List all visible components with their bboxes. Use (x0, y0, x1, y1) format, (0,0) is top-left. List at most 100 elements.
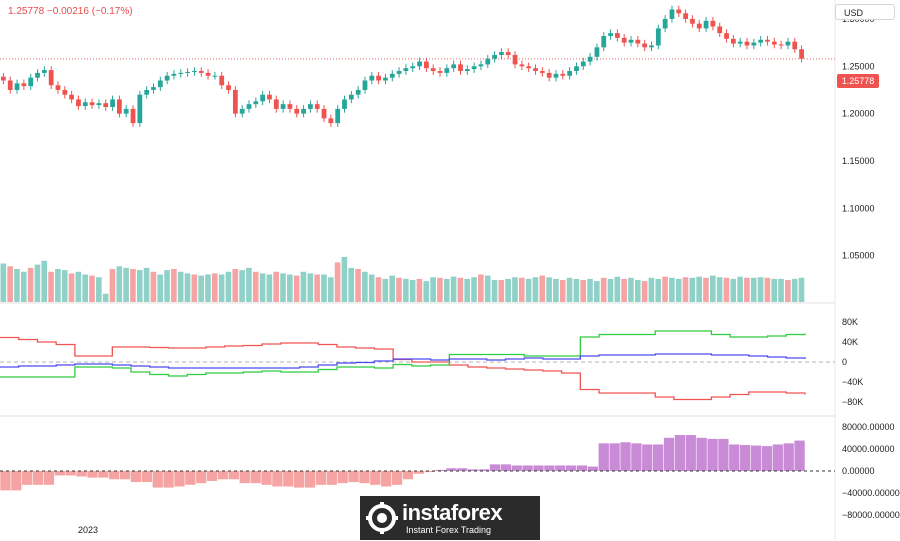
candle (273, 95, 279, 113)
candle (635, 35, 641, 48)
histogram-bar (239, 471, 250, 484)
candle (348, 90, 354, 104)
volume-bar (109, 269, 116, 302)
volume-bar (184, 273, 191, 302)
histogram-bar (772, 444, 783, 471)
logo-name: instaforex (402, 500, 503, 525)
candle (737, 37, 743, 48)
volume-bar (587, 278, 593, 302)
volume-bar (334, 262, 341, 302)
candle (505, 48, 511, 59)
candle (294, 105, 300, 118)
histogram-bar (587, 466, 599, 471)
histogram-bar (674, 435, 686, 471)
candle (314, 100, 320, 113)
price-tick-label: 1.15000 (842, 156, 875, 166)
histogram-bar (163, 471, 174, 488)
histogram-bar (631, 443, 642, 471)
currency-button[interactable]: USD (835, 4, 895, 20)
candle (662, 15, 668, 33)
volume-bar (716, 277, 723, 302)
histogram-bar (718, 438, 729, 471)
candle (342, 95, 347, 113)
candle (710, 17, 716, 31)
x-axis-label: 2023 (78, 525, 98, 535)
price-header: 1.25778 −0.00216 (−0.17%) (8, 6, 133, 17)
positions-tick-label: −40K (842, 377, 863, 387)
histogram-bar (283, 471, 294, 487)
candle (55, 81, 61, 94)
histogram-bar (446, 468, 457, 471)
candle (676, 5, 682, 18)
candle (355, 86, 361, 99)
candle (546, 69, 552, 82)
candle (62, 86, 68, 99)
histogram-bar (119, 471, 131, 480)
candle (110, 95, 115, 111)
candle (376, 71, 382, 85)
volume-bar (307, 273, 314, 302)
volume-bar (273, 271, 280, 302)
histogram-bar (370, 471, 381, 485)
volume-bar (362, 271, 368, 302)
candle (157, 76, 163, 91)
histogram-bar (0, 471, 11, 491)
positions-tick-label: −80K (842, 397, 863, 407)
volume-bar (553, 278, 559, 302)
volume-bar (430, 277, 436, 302)
price-tick-label: 1.20000 (842, 109, 875, 119)
candle (123, 105, 129, 118)
volume-bar (102, 293, 109, 302)
histogram-bar (196, 471, 207, 484)
volume-bar (764, 277, 771, 302)
candle (628, 35, 634, 47)
candle (171, 70, 177, 80)
volume-bar (82, 274, 88, 302)
price-tick-label: 1.25000 (842, 61, 875, 71)
volume-bar (314, 274, 320, 302)
histogram-bar (11, 471, 22, 491)
histogram-bar (500, 464, 511, 471)
candle (28, 73, 34, 90)
candle (499, 48, 504, 59)
volume-bar (280, 273, 286, 302)
candle (76, 95, 81, 110)
candle (130, 105, 136, 127)
histogram-bar (620, 442, 631, 471)
volume-bar (246, 267, 252, 302)
candle (608, 29, 613, 40)
volume-bar (55, 269, 61, 302)
candle (696, 19, 702, 33)
volume-bar (89, 275, 95, 302)
histogram-bar (413, 471, 424, 474)
candle (103, 99, 109, 111)
candle (615, 29, 620, 42)
candle (383, 73, 388, 85)
histogram-bar (32, 471, 44, 485)
volume-bar (614, 276, 621, 302)
candle (35, 69, 40, 82)
histogram-bar (729, 444, 740, 471)
volume-bar (68, 273, 75, 302)
candle (464, 65, 470, 75)
volume-bar (450, 276, 457, 302)
candle (287, 100, 293, 113)
volume-bar (675, 278, 682, 302)
candle (471, 62, 477, 73)
volume-bar (778, 278, 784, 302)
volume-bar (471, 277, 477, 302)
candle (519, 60, 525, 71)
histogram-bar (489, 464, 501, 471)
candle (458, 60, 463, 75)
candle (751, 38, 757, 50)
histogram-bar (348, 471, 359, 483)
volume-bar (594, 281, 600, 302)
histogram-bar (642, 444, 653, 471)
candle (560, 70, 566, 80)
volume-bar (239, 270, 245, 302)
histogram-bar (576, 465, 588, 471)
volume-bar (464, 278, 471, 302)
candle (444, 64, 450, 77)
candle (89, 98, 95, 109)
